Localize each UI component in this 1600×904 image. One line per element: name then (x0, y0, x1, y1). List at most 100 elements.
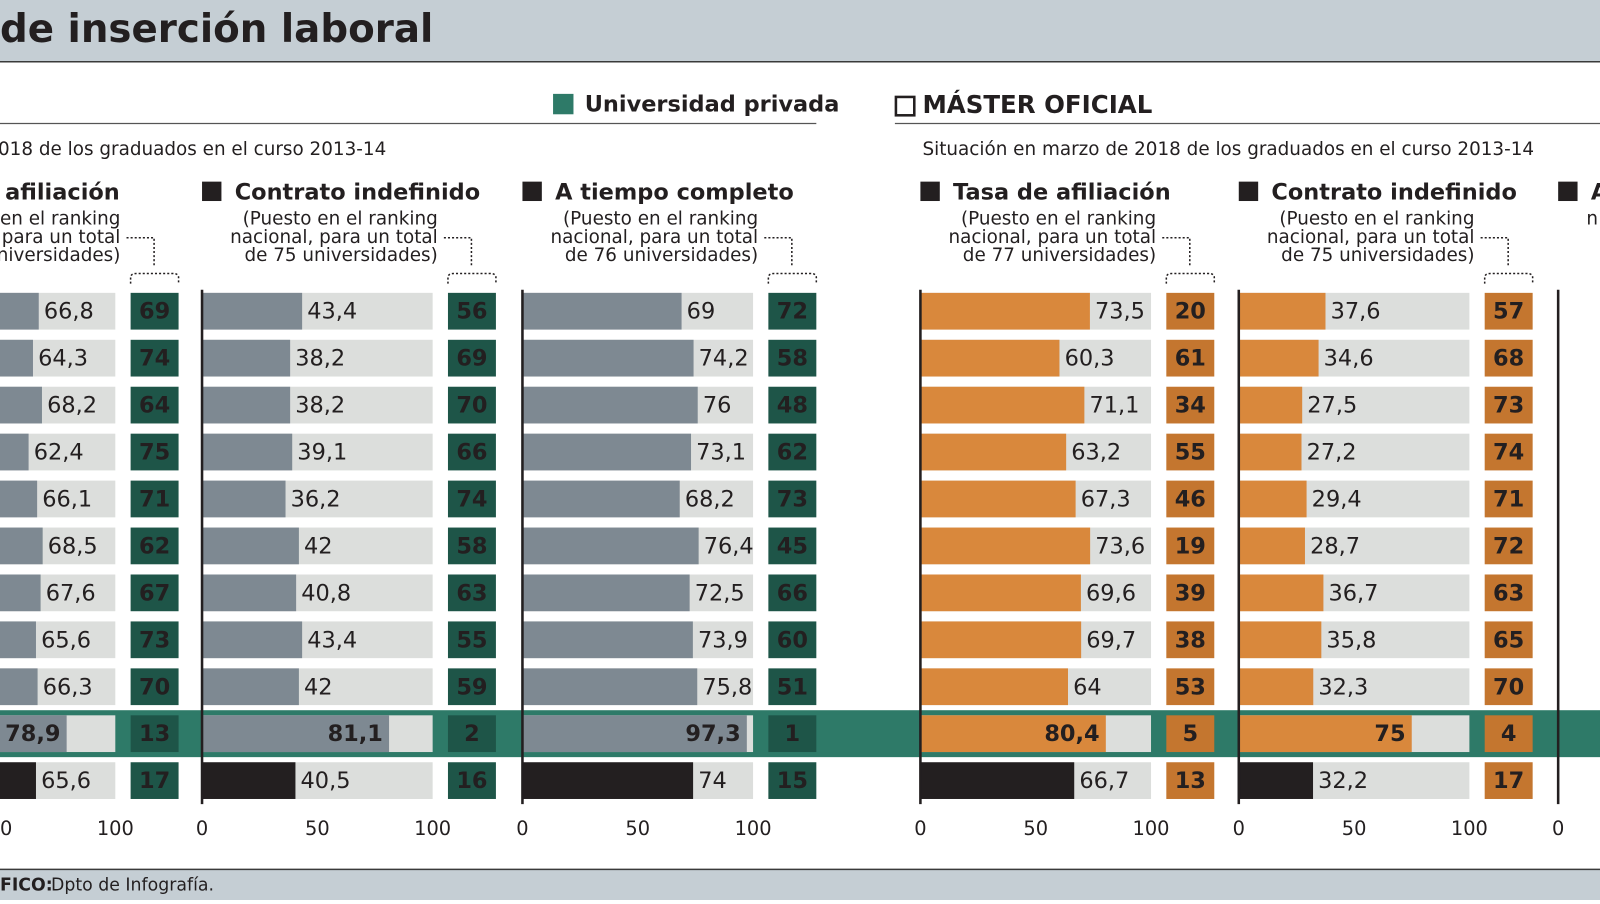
rank-box (768, 715, 817, 753)
rank-label: 19 (1175, 533, 1206, 559)
rank-box (130, 527, 179, 565)
rank-box (1484, 527, 1533, 565)
value-label: 32,3 (1318, 674, 1368, 700)
rank-box (768, 621, 817, 659)
value-label: 40,8 (301, 580, 351, 606)
value-label: 64 (1073, 674, 1102, 700)
rank-label: 61 (1175, 346, 1206, 372)
rank-box (768, 292, 817, 330)
rank-box (1484, 715, 1533, 753)
rank-label: 51 (777, 674, 808, 700)
value-label: 66,3 (43, 674, 93, 700)
bar (1238, 762, 1314, 799)
note-bracket (764, 236, 818, 284)
value-label: 66,1 (42, 487, 92, 513)
bar (202, 386, 291, 424)
rank-label: 55 (1175, 440, 1206, 466)
value-label: 76 (703, 393, 732, 419)
rank-label: 70 (456, 393, 487, 419)
rank-box (768, 480, 817, 518)
section-box (894, 95, 916, 117)
rank-box (1166, 339, 1215, 377)
panel-note: de 75 universidades) (244, 245, 437, 266)
value-label: 73,5 (1095, 299, 1145, 325)
rank-box (768, 574, 817, 612)
rank-label: 67 (139, 580, 170, 606)
rank-label: 17 (139, 768, 170, 794)
rank-box (768, 339, 817, 377)
bar (1238, 715, 1412, 753)
rank-label: 58 (777, 346, 808, 372)
panel-note: nacional, para un total (1267, 227, 1475, 248)
value-label: 43,4 (307, 627, 357, 653)
rank-box (1166, 762, 1215, 799)
panel-note: (Puesto en el ranking (563, 208, 758, 229)
value-label: 60,3 (1065, 346, 1115, 372)
bar (202, 715, 390, 753)
rank-label: 20 (1175, 299, 1206, 325)
rank-label: 71 (139, 487, 170, 513)
x-tick-label: 50 (1342, 817, 1367, 840)
value-label: 67,6 (46, 580, 96, 606)
panel-note: de 76 universidades) (565, 245, 758, 266)
rank-label: 72 (1493, 533, 1524, 559)
value-label: 32,2 (1318, 768, 1368, 794)
value-label: 62,4 (34, 440, 84, 466)
bar (0, 386, 42, 424)
panel-note: (Puesto en el ranking (1279, 208, 1474, 229)
value-label: 42 (304, 533, 333, 559)
bar (0, 762, 36, 799)
rank-label: 73 (1493, 393, 1524, 419)
bar (1238, 292, 1326, 330)
section-label: MÁSTER OFICIAL (922, 90, 1152, 119)
bar (0, 668, 38, 706)
rank-label: 63 (1493, 580, 1524, 606)
bar (0, 292, 39, 330)
rank-label: 13 (1175, 768, 1206, 794)
bar (202, 574, 297, 612)
rank-label: 2 (464, 721, 480, 747)
rank-label: 73 (139, 627, 170, 653)
rank-label: 45 (777, 533, 808, 559)
value-label: 66,8 (44, 299, 94, 325)
value-label: 69 (687, 299, 716, 325)
value-label: 29,4 (1312, 487, 1362, 513)
x-tick-label: 50 (1023, 817, 1048, 840)
note-bracket (1480, 236, 1534, 284)
value-label: 67,3 (1081, 487, 1131, 513)
bar (920, 715, 1106, 753)
rank-label: 72 (777, 299, 808, 325)
x-tick-label: 0 (1233, 817, 1245, 840)
bar (0, 621, 36, 659)
rank-label: 74 (1493, 440, 1524, 466)
x-tick-label: 100 (1133, 817, 1170, 840)
value-label: 73,9 (698, 627, 748, 653)
rank-label: 66 (777, 580, 808, 606)
panel-note: universidades) (0, 245, 120, 266)
panel-note: en el ranking (0, 208, 120, 229)
x-tick-label: 100 (414, 817, 451, 840)
value-label: 38,2 (295, 346, 345, 372)
value-label: 35,8 (1326, 627, 1376, 653)
bar (920, 433, 1067, 471)
bar (1238, 621, 1322, 659)
value-label: 63,2 (1071, 440, 1121, 466)
rank-label: 69 (139, 299, 170, 325)
rank-box (130, 480, 179, 518)
legend-swatch (553, 93, 574, 115)
bar (1238, 386, 1303, 424)
value-label: 68,5 (48, 533, 98, 559)
rank-label: 13 (139, 721, 170, 747)
rank-label: 16 (456, 768, 487, 794)
x-tick-label: 0 (516, 817, 528, 840)
bar (1238, 574, 1324, 612)
rank-box (1484, 668, 1533, 706)
rank-label: 62 (777, 440, 808, 466)
panel-note: (Puesto en el ranking (961, 208, 1156, 229)
panel-note: de 75 universidades) (1281, 245, 1474, 266)
rank-label: 15 (777, 768, 808, 794)
rank-label: 59 (456, 674, 487, 700)
rank-label: 69 (456, 346, 487, 372)
